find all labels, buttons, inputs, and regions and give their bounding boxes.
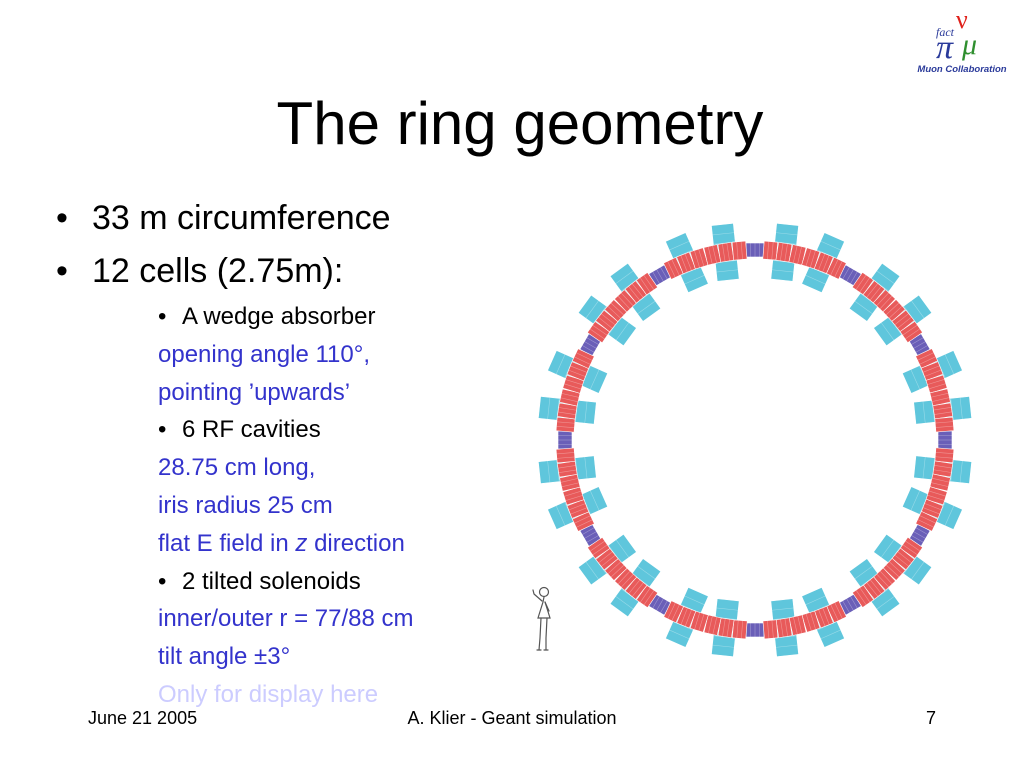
rf-cavity [731, 240, 748, 261]
rf-cavity [929, 473, 951, 492]
rf-cavity [899, 536, 924, 559]
absorber-wedge [557, 430, 573, 450]
rf-cavity [562, 374, 585, 394]
rf-cavity [635, 272, 659, 296]
rf-cavity [934, 416, 955, 433]
bullet-list: 33 m circumference 12 cells (2.75m): A w… [56, 192, 526, 714]
rf-detail: iris radius 25 cm [158, 491, 333, 519]
rf-cavity [872, 567, 896, 591]
rf-cavity [862, 576, 886, 600]
rf-cavity [929, 388, 951, 407]
logo-caption: Muon Collaboration [917, 64, 1006, 75]
absorber-wedge [937, 430, 953, 450]
rf-cavity [689, 247, 709, 270]
rf-cavity [813, 605, 834, 629]
rf-cavity [562, 486, 585, 506]
rf-cavity [555, 447, 576, 464]
rf-cavity [825, 256, 847, 280]
scale-person-figure [524, 584, 560, 656]
ring-diagram [538, 223, 972, 657]
rf-cavity [571, 348, 595, 370]
rf-field-detail: flat E field in z direction [158, 529, 405, 557]
absorber-detail: opening angle 110°, [158, 340, 371, 368]
rf-cavity [676, 251, 697, 275]
sub-bullet-solenoids: 2 tilted solenoids [158, 563, 526, 601]
sub-bullet-absorber: A wedge absorber [158, 298, 526, 336]
rf-cavity [762, 619, 779, 640]
rf-cavity [717, 241, 735, 263]
rf-cavity [775, 617, 793, 639]
absorber-wedge [745, 242, 765, 258]
footer-date: June 21 2005 [88, 708, 198, 728]
rf-cavity [851, 584, 875, 608]
rf-cavity [636, 584, 659, 609]
rf-cavity [559, 388, 581, 407]
rf-cavity [587, 536, 611, 560]
bullet-cells: 12 cells (2.75m): [56, 245, 526, 298]
cell-components: A wedge absorber opening angle 110°, poi… [56, 298, 526, 714]
rf-cavity [882, 557, 906, 581]
rf-cavity [663, 600, 685, 624]
sub-bullet-rf-cavities: 6 RF cavities [158, 411, 526, 449]
rf-cavity [932, 402, 954, 420]
rf-cavity [762, 240, 779, 261]
rf-cavity [925, 486, 948, 506]
ring-geometry-figure [525, 210, 985, 670]
rf-cavity [899, 320, 923, 344]
rf-cavity [624, 280, 648, 304]
rf-cavity [775, 241, 793, 263]
rf-cavity [891, 547, 915, 571]
person-icon [532, 586, 551, 651]
footer-author: A. Klier - Geant simulation [407, 708, 617, 728]
rf-cavity [731, 619, 748, 640]
rf-cavity [788, 244, 807, 266]
rf-cavity [556, 460, 578, 478]
mucool-logo-icon: fact ν π μ Muon Collaboration [917, 6, 1006, 75]
rf-cavity [882, 299, 906, 323]
rf-cavity [851, 271, 874, 296]
sub-bullet-label: 2 tilted solenoids [182, 567, 361, 595]
sub-bullet-label: A wedge absorber [182, 303, 376, 330]
bullet-circumference: 33 m circumference [56, 192, 526, 245]
rf-cavity [915, 510, 939, 532]
rf-cavity [624, 576, 648, 600]
rf-cavity [556, 402, 578, 420]
slide-title: The ring geometry [276, 90, 764, 157]
collaboration-logo: fact ν π μ Muon Collaboration [906, 6, 1018, 76]
rf-cavity [676, 605, 697, 629]
logo-fact-text: fact [936, 25, 955, 39]
svg-text:π: π [936, 29, 954, 66]
display-note: Only for display here [158, 680, 379, 708]
solenoid-detail: tilt angle ±3° [158, 643, 291, 671]
absorber-wedge [745, 622, 765, 638]
rf-cavity [934, 447, 955, 464]
sub-bullet-label: 6 RF cavities [182, 416, 321, 444]
rf-detail: 28.75 cm long, [158, 454, 316, 482]
rf-cavity [555, 416, 576, 433]
rf-cavity [571, 511, 595, 532]
solenoid-detail: inner/outer r = 77/88 cm [158, 605, 414, 633]
svg-text:μ: μ [961, 28, 977, 61]
svg-text:ν: ν [956, 6, 968, 34]
absorber-detail: pointing ’upwards’ [158, 378, 351, 406]
page-number: 7 [926, 708, 937, 728]
